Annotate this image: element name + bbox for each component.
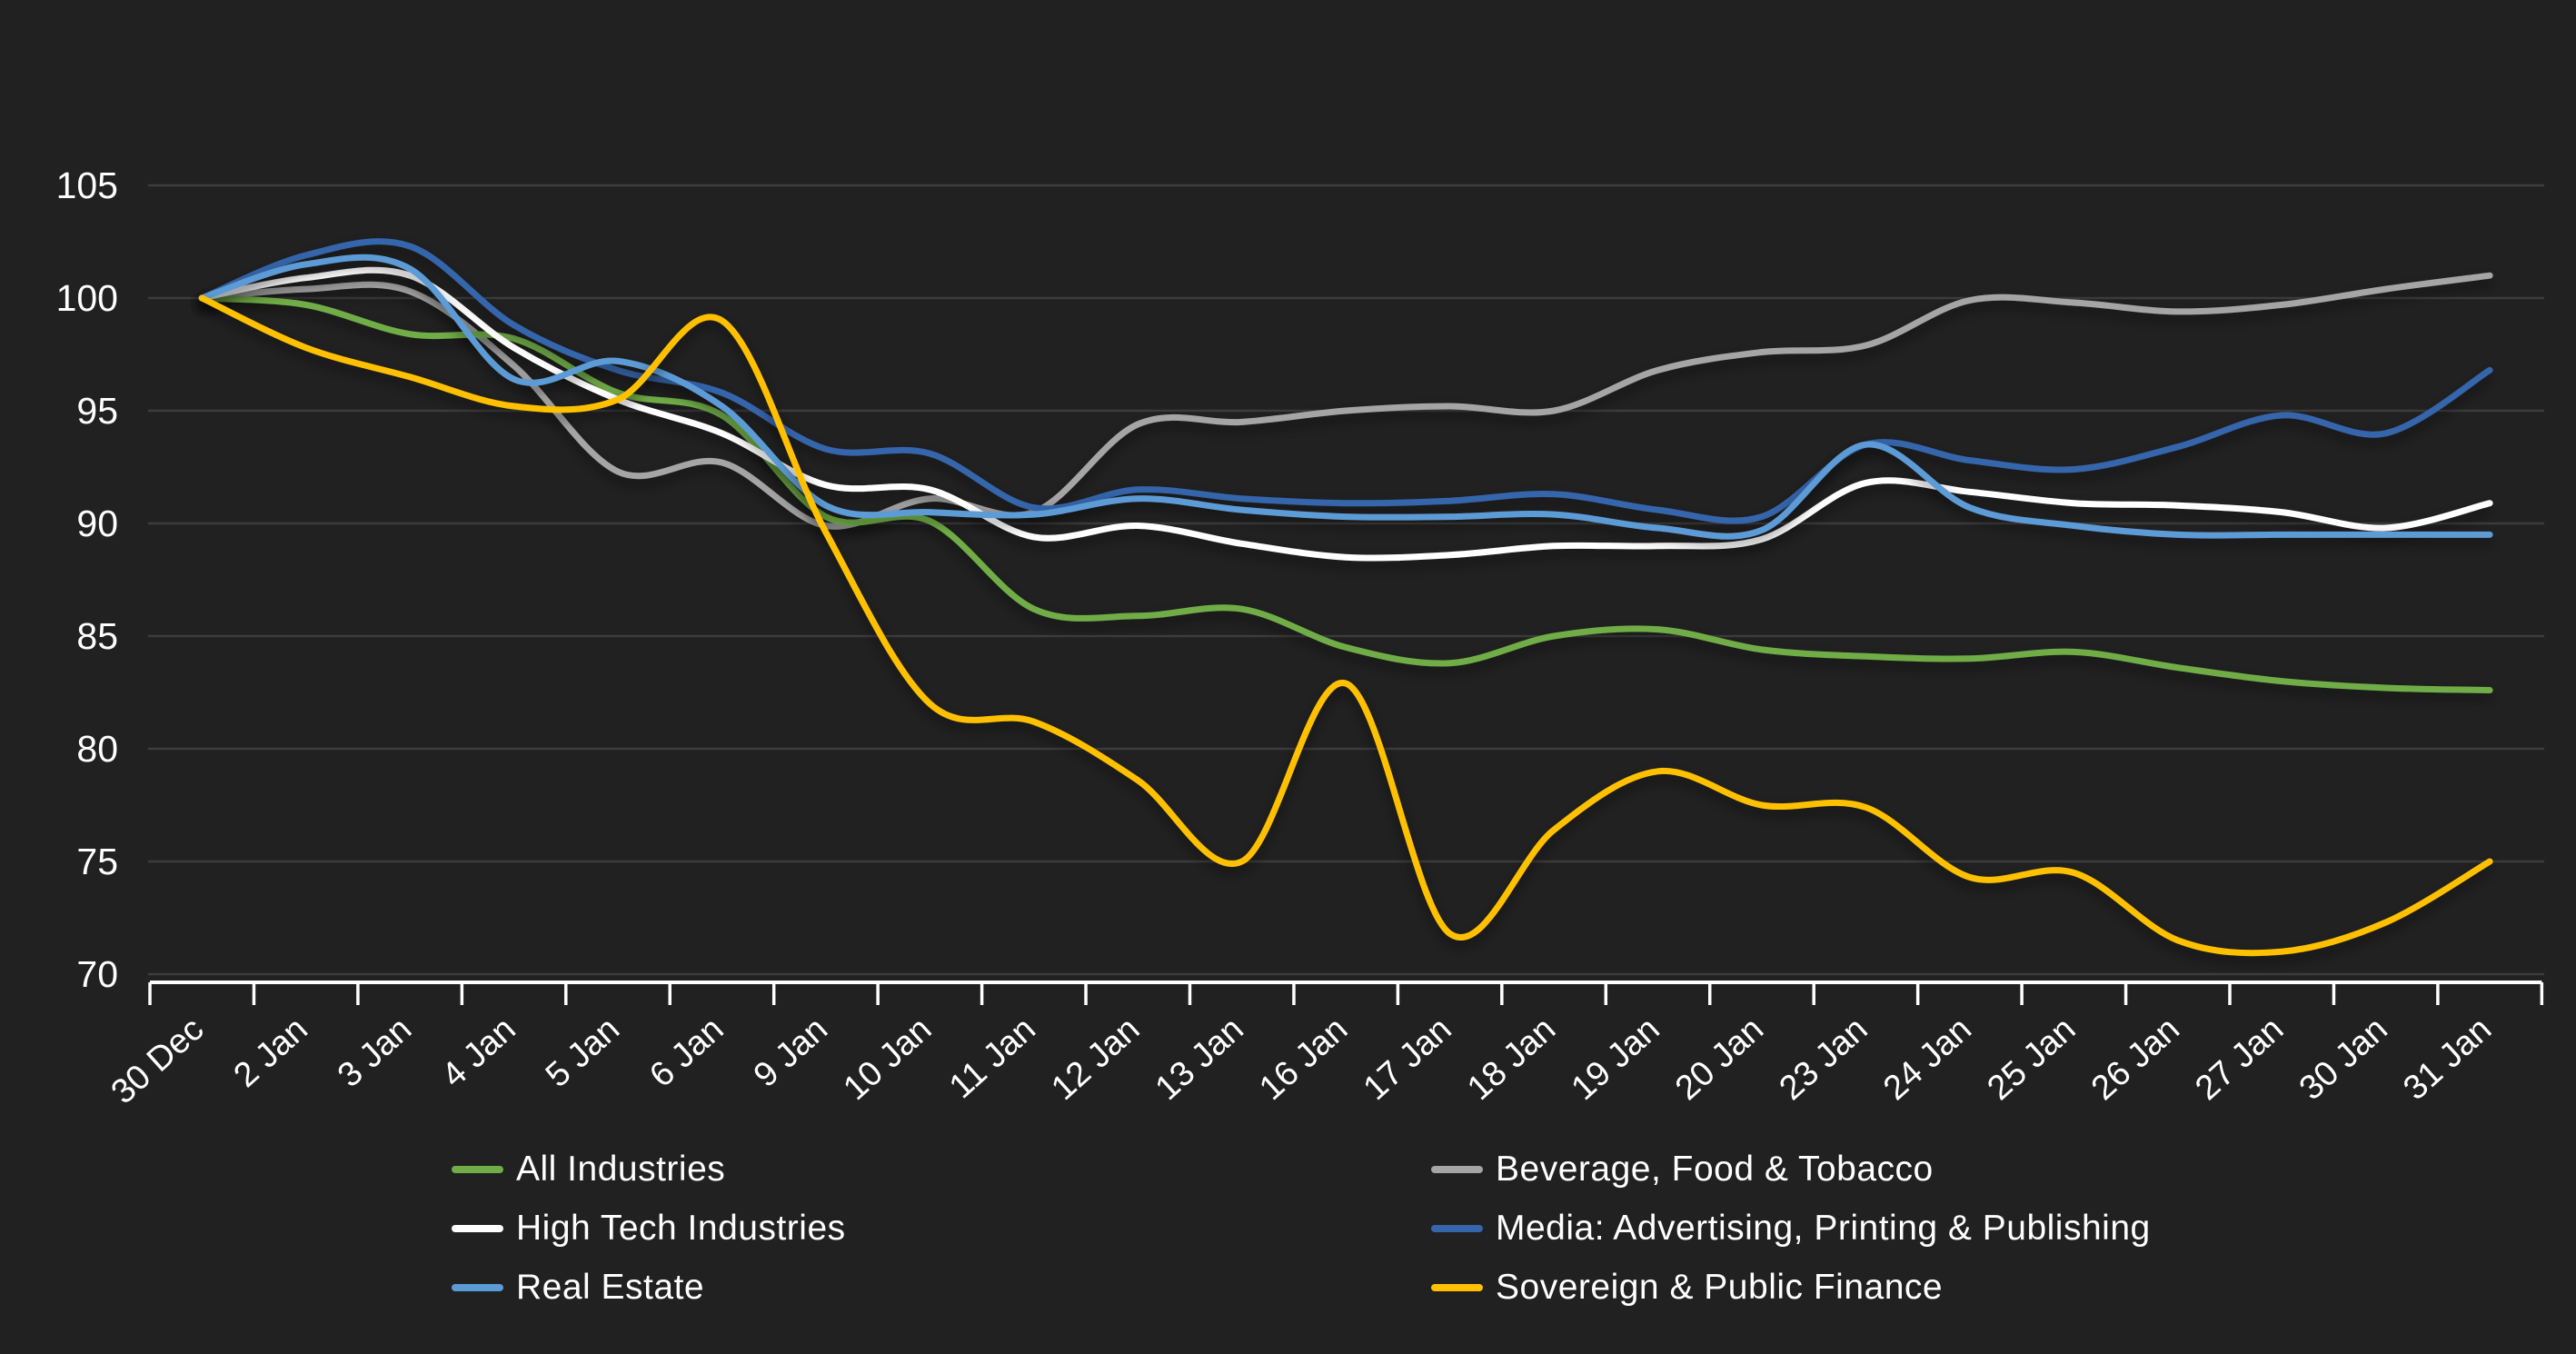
- series-line-real-estate: [198, 254, 2493, 540]
- series-line-beverage-food-tobacco: [198, 272, 2493, 530]
- y-tick-label: 95: [76, 390, 118, 432]
- series-line-all-industries: [198, 294, 2493, 693]
- x-axis: [148, 981, 2544, 1005]
- series-line-media-advertising-printing-publishing: [198, 238, 2493, 524]
- series-line-high-tech-industries: [198, 266, 2493, 562]
- y-axis-labels: 105 100 95 90 85 80 75 70: [56, 164, 118, 995]
- y-tick-label: 90: [76, 503, 118, 544]
- series-line-sovereign-public-finance: [198, 294, 2493, 957]
- y-tick-label: 70: [76, 953, 118, 995]
- y-tick-label: 80: [76, 728, 118, 770]
- y-tick-label: 105: [56, 164, 118, 206]
- y-tick-label: 100: [56, 277, 118, 319]
- y-tick-label: 85: [76, 615, 118, 657]
- y-tick-label: 75: [76, 841, 118, 882]
